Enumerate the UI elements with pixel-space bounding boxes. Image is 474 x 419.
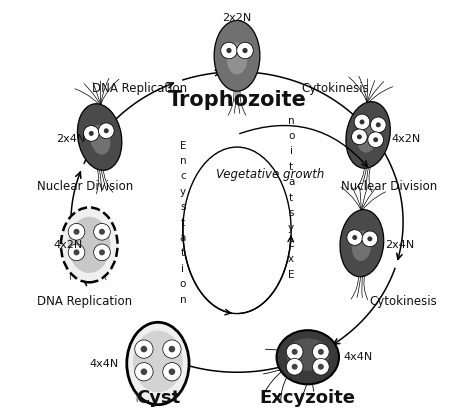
- Ellipse shape: [135, 340, 153, 358]
- Ellipse shape: [133, 331, 183, 392]
- Ellipse shape: [68, 244, 85, 261]
- Ellipse shape: [214, 21, 260, 91]
- Ellipse shape: [286, 338, 329, 371]
- Ellipse shape: [292, 364, 298, 370]
- Ellipse shape: [73, 249, 80, 255]
- Text: Cytokinesis: Cytokinesis: [369, 295, 437, 308]
- Ellipse shape: [340, 210, 384, 277]
- Ellipse shape: [169, 346, 175, 352]
- Ellipse shape: [141, 368, 147, 375]
- Ellipse shape: [318, 349, 324, 355]
- Text: Excyzoite: Excyzoite: [260, 389, 356, 407]
- Text: Trophozoite: Trophozoite: [168, 90, 306, 110]
- Text: o: o: [288, 131, 294, 141]
- Ellipse shape: [367, 236, 373, 241]
- Ellipse shape: [347, 230, 363, 246]
- Ellipse shape: [292, 349, 298, 355]
- Ellipse shape: [94, 223, 110, 240]
- Ellipse shape: [371, 117, 386, 133]
- Ellipse shape: [91, 125, 110, 155]
- Text: y: y: [180, 187, 186, 197]
- Text: n: n: [180, 156, 186, 166]
- Ellipse shape: [169, 368, 175, 375]
- Text: s: s: [288, 208, 294, 218]
- Ellipse shape: [354, 114, 370, 130]
- Ellipse shape: [368, 132, 383, 147]
- Ellipse shape: [104, 128, 109, 133]
- Text: DNA Replication: DNA Replication: [91, 82, 187, 95]
- Ellipse shape: [286, 358, 303, 375]
- Ellipse shape: [373, 137, 378, 142]
- Ellipse shape: [99, 123, 114, 139]
- Ellipse shape: [362, 231, 378, 247]
- Text: i: i: [290, 146, 292, 156]
- Text: t: t: [289, 193, 293, 203]
- Ellipse shape: [68, 217, 110, 273]
- Text: a: a: [288, 177, 294, 187]
- Text: n: n: [180, 295, 186, 305]
- Text: Nuclear Division: Nuclear Division: [37, 180, 134, 193]
- Text: y: y: [288, 223, 294, 233]
- Ellipse shape: [357, 123, 377, 153]
- Text: 2x2N: 2x2N: [222, 13, 252, 23]
- Text: c: c: [288, 239, 294, 249]
- Ellipse shape: [312, 358, 329, 375]
- Ellipse shape: [286, 344, 303, 360]
- Ellipse shape: [61, 207, 118, 282]
- Text: i: i: [182, 264, 184, 274]
- Text: 2x4N: 2x4N: [56, 134, 85, 144]
- Text: t: t: [289, 162, 293, 172]
- Ellipse shape: [318, 364, 324, 370]
- Ellipse shape: [227, 48, 232, 53]
- Ellipse shape: [359, 119, 365, 124]
- Text: Cytokinesis: Cytokinesis: [301, 82, 369, 95]
- Text: 4x4N: 4x4N: [89, 359, 118, 368]
- Ellipse shape: [352, 129, 367, 145]
- Ellipse shape: [227, 43, 247, 75]
- Text: s: s: [180, 202, 186, 212]
- Text: a: a: [180, 233, 186, 243]
- Ellipse shape: [99, 229, 105, 235]
- Text: Nuclear Division: Nuclear Division: [340, 180, 437, 193]
- Ellipse shape: [163, 340, 181, 358]
- Text: Cyst: Cyst: [136, 389, 180, 407]
- Ellipse shape: [77, 104, 122, 171]
- Text: 4x2N: 4x2N: [391, 134, 420, 144]
- Text: t: t: [181, 248, 185, 259]
- Ellipse shape: [276, 330, 339, 384]
- Ellipse shape: [312, 344, 329, 360]
- Ellipse shape: [221, 42, 237, 59]
- Text: c: c: [180, 171, 186, 181]
- Text: Vegetative growth: Vegetative growth: [216, 168, 325, 181]
- Ellipse shape: [135, 362, 153, 381]
- Ellipse shape: [376, 122, 381, 127]
- Text: o: o: [180, 279, 186, 289]
- Text: 4x4N: 4x4N: [343, 352, 373, 362]
- Text: 2x4N: 2x4N: [385, 240, 414, 250]
- Ellipse shape: [357, 134, 362, 140]
- Ellipse shape: [141, 346, 147, 352]
- Ellipse shape: [89, 131, 94, 136]
- Text: n: n: [288, 116, 294, 126]
- Ellipse shape: [68, 223, 85, 240]
- Ellipse shape: [83, 126, 99, 141]
- Text: t: t: [181, 217, 185, 228]
- Text: E: E: [288, 270, 294, 279]
- Text: DNA Replication: DNA Replication: [37, 295, 132, 308]
- Ellipse shape: [127, 322, 189, 405]
- Text: E: E: [180, 141, 186, 150]
- Ellipse shape: [352, 235, 357, 240]
- Ellipse shape: [346, 102, 390, 168]
- Text: 4x2N: 4x2N: [54, 240, 83, 250]
- Ellipse shape: [94, 244, 110, 261]
- Ellipse shape: [242, 48, 247, 53]
- Ellipse shape: [237, 42, 253, 59]
- Ellipse shape: [352, 231, 371, 261]
- Text: x: x: [288, 254, 294, 264]
- Ellipse shape: [163, 362, 181, 381]
- Ellipse shape: [73, 229, 80, 235]
- Ellipse shape: [99, 249, 105, 255]
